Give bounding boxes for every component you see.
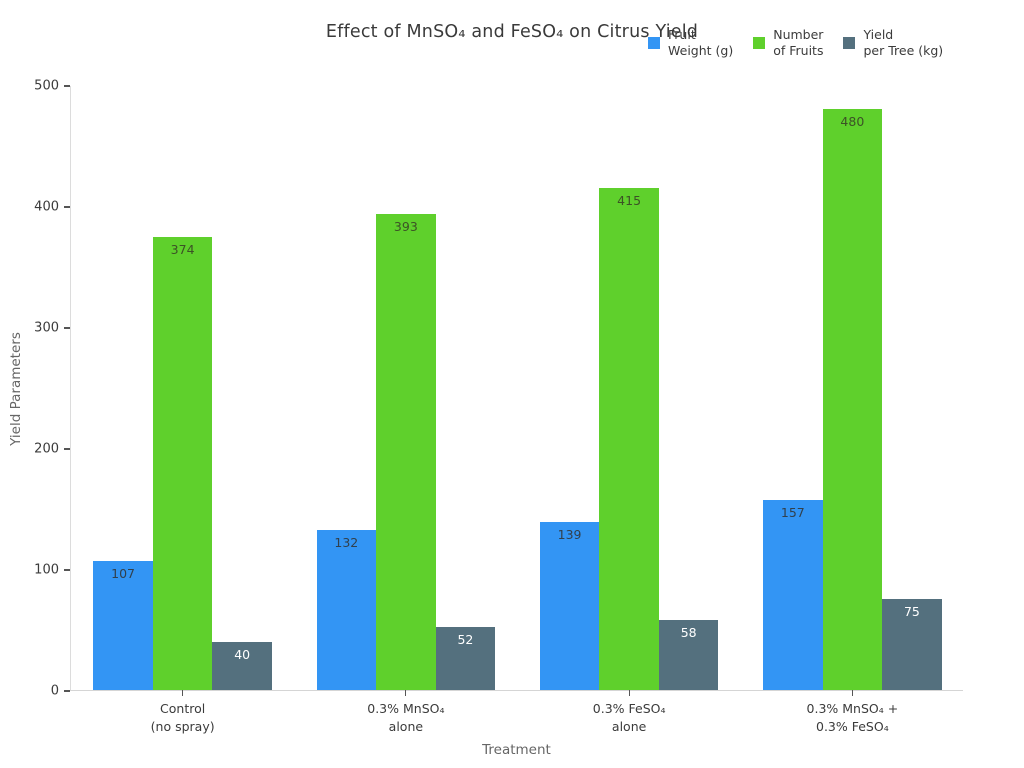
legend-swatch-icon <box>843 36 856 49</box>
bar: 75 <box>882 599 942 690</box>
x-tick-label: Control (no spray) <box>150 701 215 735</box>
bar-value-label: 58 <box>680 624 697 640</box>
x-axis-label: Treatment <box>482 742 551 758</box>
bar: 415 <box>599 187 659 690</box>
y-tick-label: 200 <box>34 441 59 457</box>
y-tick-label: 500 <box>34 78 59 94</box>
y-tick-mark <box>64 85 70 87</box>
bar-value-label: 415 <box>617 192 642 208</box>
bar-value-label: 52 <box>457 632 474 648</box>
y-tick-mark <box>64 690 70 692</box>
y-tick-label: 100 <box>34 562 59 578</box>
y-tick-mark <box>64 569 70 571</box>
legend-label: Yield per Tree (kg) <box>863 27 944 58</box>
bar: 480 <box>822 109 883 690</box>
y-tick-label: 0 <box>50 683 59 699</box>
bar-value-label: 75 <box>903 604 920 620</box>
bar-value-label: 393 <box>393 219 418 235</box>
bar-value-label: 40 <box>234 646 251 662</box>
y-tick-label: 300 <box>34 320 59 336</box>
y-tick-mark <box>64 327 70 329</box>
x-tick-label: 0.3% MnSO₄ + 0.3% FeSO₄ <box>806 701 899 735</box>
bar: 374 <box>152 237 213 690</box>
bar-value-label: 139 <box>557 526 582 542</box>
bar-value-label: 157 <box>780 505 805 521</box>
y-tick-label: 400 <box>34 199 59 215</box>
chart-title: Effect of MnSO₄ and FeSO₄ on Citrus Yiel… <box>325 22 699 42</box>
x-tick-mark <box>628 690 630 696</box>
x-tick-mark <box>405 690 407 696</box>
bar: 139 <box>539 521 600 690</box>
bar: 107 <box>93 560 153 690</box>
bar-value-label: 107 <box>111 565 135 581</box>
legend-swatch-icon <box>648 36 660 49</box>
bar: 40 <box>212 641 272 690</box>
x-tick-label: 0.3% FeSO₄ alone <box>592 701 666 735</box>
legend-swatch-icon <box>753 36 766 49</box>
plot-area: 0 100 200 300 400 500 Control (no spray) 107 374… <box>34 79 963 734</box>
bar-value-label: 480 <box>840 114 865 130</box>
bar: 393 <box>376 214 436 690</box>
y-axis-label: Yield Parameters <box>8 331 25 446</box>
bar: 52 <box>435 627 496 690</box>
bar-value-label: 132 <box>334 535 359 551</box>
y-tick-mark <box>64 448 70 450</box>
y-tick-mark <box>64 206 70 208</box>
legend: Fruit Weight (g) Number of Fruits Yield pe… <box>648 27 943 58</box>
x-tick-label: 0.3% MnSO₄ alone <box>367 701 445 735</box>
legend-item: Fruit Weight (g) <box>648 27 733 58</box>
legend-label: Fruit Weight (g) <box>668 27 734 58</box>
bar: 58 <box>658 619 719 690</box>
bar-value-label: 374 <box>170 242 195 258</box>
legend-item: Number of Fruits <box>753 27 823 58</box>
legend-label: Number of Fruits <box>773 27 824 58</box>
y-axis-label-wrap: Yield Parameters <box>8 86 24 691</box>
bar: 132 <box>316 530 377 690</box>
legend-item: Yield per Tree (kg) <box>843 27 943 58</box>
x-tick-mark <box>182 690 184 696</box>
x-tick-mark <box>851 690 853 696</box>
bar: 157 <box>763 500 823 690</box>
